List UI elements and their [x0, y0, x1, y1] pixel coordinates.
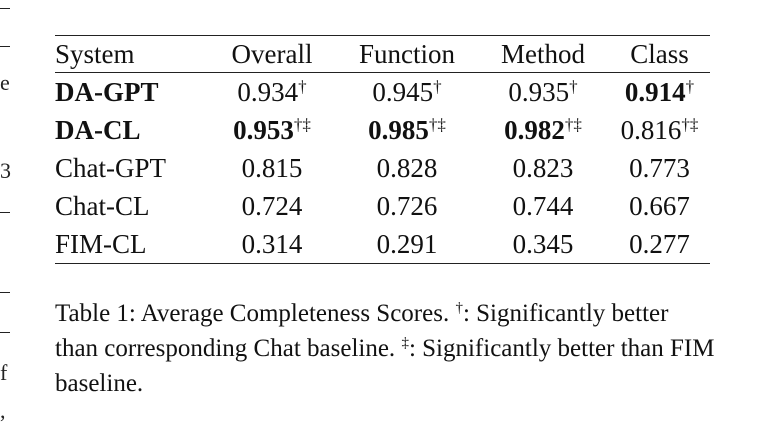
significance-mark: †: [569, 76, 578, 96]
margin-rule: [0, 212, 10, 213]
margin-rule: [0, 46, 10, 47]
score-cell: 0.953†‡: [207, 111, 337, 149]
score-value: 0.744: [512, 190, 574, 221]
score-value: 0.816: [620, 114, 682, 145]
system-name-cell: Chat-GPT: [55, 152, 166, 183]
column-header: Method: [501, 38, 585, 69]
score-value: 0.726: [376, 190, 438, 221]
score-value: 0.277: [629, 228, 690, 259]
score-value: 0.345: [512, 228, 574, 259]
score-cell: 0.667: [609, 187, 710, 225]
margin-fragment: f: [0, 360, 8, 385]
score-cell: 0.816†‡: [609, 111, 710, 149]
score-cell: 0.744: [477, 187, 609, 225]
margin-fragment: e: [0, 70, 10, 95]
table-row: FIM-CL 0.314 0.291 0.345 0.277: [55, 225, 710, 264]
margin-rule: [0, 332, 10, 333]
table-row: DA-CL 0.953†‡ 0.985†‡ 0.982†‡ 0.816†‡: [55, 111, 710, 149]
table-header-row: System Overall Function Method Class: [55, 35, 710, 73]
score-value: 0.934: [237, 76, 299, 107]
table-row: Chat-CL 0.724 0.726 0.744 0.667: [55, 187, 710, 225]
caption-text: : Significantly better than correspondin…: [55, 300, 669, 362]
score-cell: 0.726: [337, 187, 477, 225]
score-cell: 0.934†: [207, 73, 337, 112]
score-value: 0.935: [508, 76, 570, 107]
results-table-wrapper: System Overall Function Method Class DA-…: [55, 35, 710, 264]
completeness-table: System Overall Function Method Class DA-…: [55, 35, 710, 264]
system-name-cell: DA-CL: [55, 114, 141, 145]
score-cell: 0.914†: [609, 73, 710, 112]
score-cell: 0.985†‡: [337, 111, 477, 149]
margin-fragment: ,: [0, 398, 6, 423]
score-value: 0.828: [376, 152, 438, 183]
system-name-cell: Chat-CL: [55, 190, 150, 221]
dagger-mark: †: [455, 300, 463, 316]
table-row: DA-GPT 0.934† 0.945† 0.935† 0.914†: [55, 73, 710, 112]
significance-mark: †: [685, 76, 695, 96]
system-name-cell: DA-GPT: [55, 76, 159, 107]
column-header: Overall: [231, 38, 313, 69]
score-value: 0.291: [376, 228, 438, 259]
score-value: 0.724: [241, 190, 303, 221]
significance-mark: †‡: [428, 114, 446, 134]
table-row: Chat-GPT 0.815 0.828 0.823 0.773: [55, 149, 710, 187]
column-header: System: [55, 38, 135, 69]
score-value: 0.945: [372, 76, 434, 107]
score-cell: 0.828: [337, 149, 477, 187]
margin-fragment: 3: [0, 158, 11, 183]
score-value: 0.953: [233, 114, 294, 145]
score-cell: 0.982†‡: [477, 111, 609, 149]
score-value: 0.815: [241, 152, 303, 183]
score-value: 0.985: [368, 114, 429, 145]
significance-mark: †‡: [293, 114, 311, 134]
score-cell: 0.345: [477, 225, 609, 264]
score-cell: 0.935†: [477, 73, 609, 112]
score-cell: 0.773: [609, 149, 710, 187]
score-value: 0.667: [629, 190, 690, 221]
score-cell: 0.815: [207, 149, 337, 187]
significance-mark: †‡: [681, 114, 699, 134]
system-name-cell: FIM-CL: [55, 228, 147, 259]
score-cell: 0.945†: [337, 73, 477, 112]
table-caption: Table 1: Average Completeness Scores. †:…: [55, 296, 715, 401]
score-cell: 0.823: [477, 149, 609, 187]
significance-mark: †‡: [564, 114, 582, 134]
score-cell: 0.291: [337, 225, 477, 264]
significance-mark: †: [298, 76, 307, 96]
score-cell: 0.724: [207, 187, 337, 225]
score-value: 0.914: [624, 76, 686, 107]
caption-text: : Significantly better than FIM baseline…: [55, 335, 715, 397]
score-value: 0.982: [504, 114, 565, 145]
column-header: Class: [630, 38, 689, 69]
margin-rule: [0, 292, 10, 293]
column-header: Function: [358, 38, 455, 69]
caption-text: Table 1: Average Completeness Scores.: [55, 300, 456, 327]
score-cell: 0.314: [207, 225, 337, 264]
significance-mark: †: [433, 76, 442, 96]
double-dagger-mark: ‡: [401, 335, 409, 351]
score-value: 0.823: [512, 152, 574, 183]
score-cell: 0.277: [609, 225, 710, 264]
margin-rule: [0, 8, 10, 9]
score-value: 0.314: [241, 228, 303, 259]
score-value: 0.773: [629, 152, 690, 183]
